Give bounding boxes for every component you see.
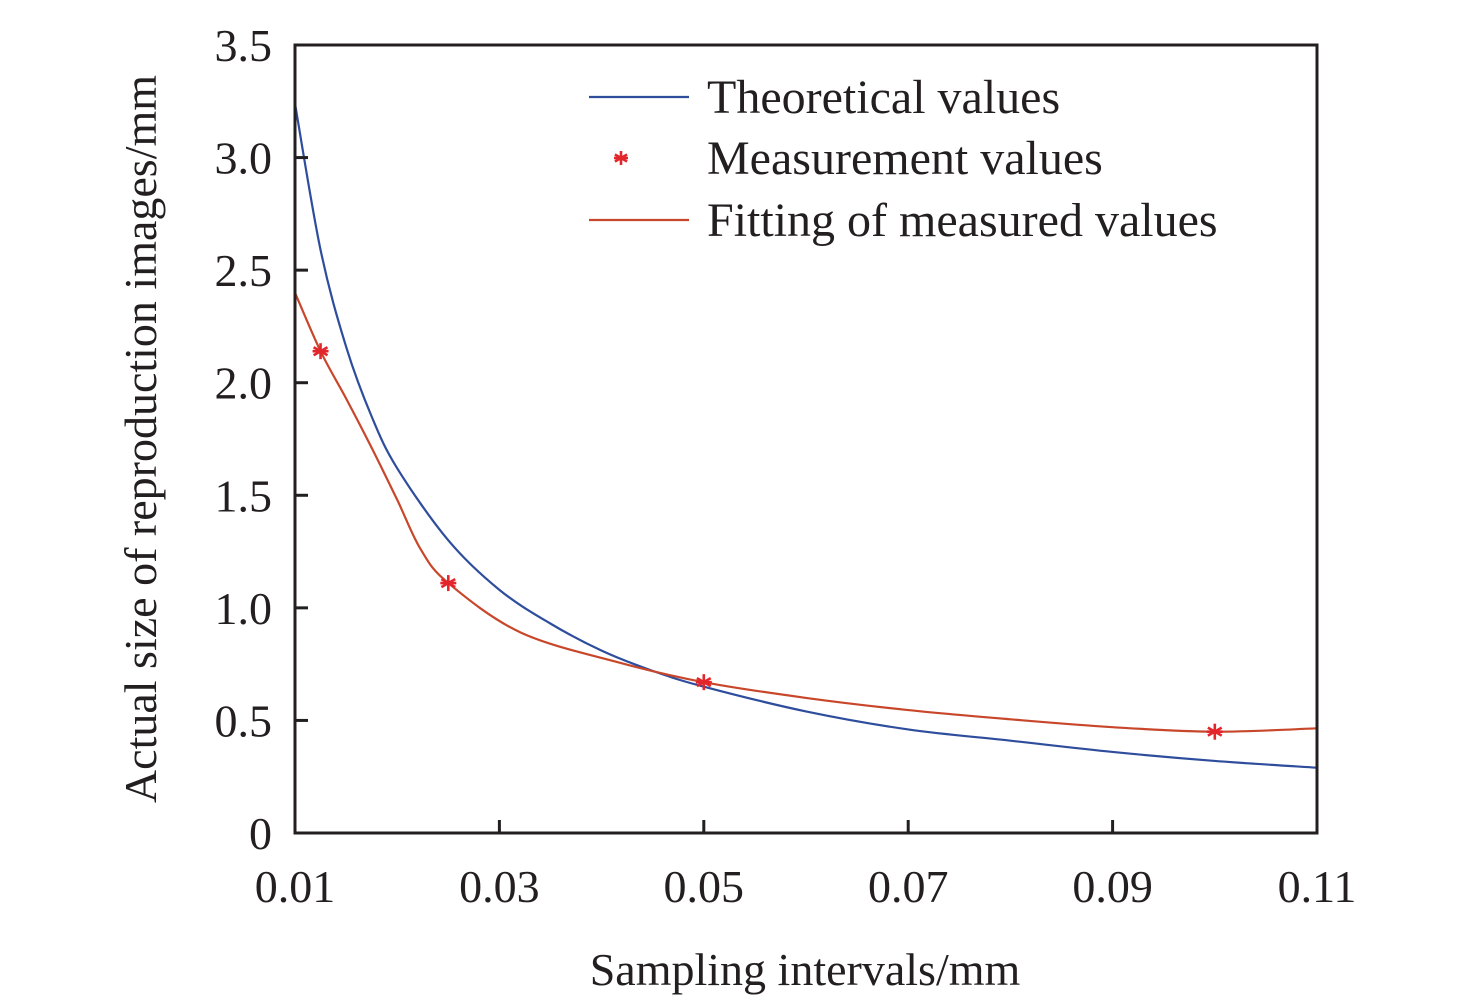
y-tick-label: 0.5 bbox=[215, 695, 273, 746]
series-line-theoretical-values bbox=[295, 103, 1317, 769]
y-tick-label: 3.0 bbox=[215, 133, 273, 184]
legend-label: Fitting of measured values bbox=[707, 194, 1218, 247]
measurement-point bbox=[1206, 723, 1223, 740]
series-layer bbox=[295, 103, 1317, 769]
legend-label: Theoretical values bbox=[707, 71, 1060, 124]
y-axis-title: Actual size of reproduction images/mm bbox=[115, 75, 166, 803]
y-tick-label: 0 bbox=[249, 808, 272, 859]
y-tick-label: 1.0 bbox=[215, 583, 273, 634]
legend: Theoretical values Measurement values Fitt… bbox=[589, 71, 1218, 247]
measurement-point bbox=[695, 674, 712, 691]
measurement-point bbox=[440, 575, 457, 592]
legend-item: Measurement values bbox=[614, 132, 1103, 185]
x-tick-label: 0.09 bbox=[1072, 861, 1153, 912]
x-tick-label: 0.05 bbox=[664, 861, 745, 912]
legend-marker-swatch bbox=[614, 151, 628, 165]
x-tick-label: 0.07 bbox=[868, 861, 949, 912]
x-tick-label: 0.03 bbox=[459, 861, 540, 912]
y-tick-label: 2.0 bbox=[215, 358, 273, 409]
legend-item: Theoretical values bbox=[589, 71, 1060, 124]
legend-label: Measurement values bbox=[707, 132, 1103, 185]
legend-item: Fitting of measured values bbox=[589, 194, 1218, 247]
series-line-fitting-of-measured-values bbox=[295, 292, 1317, 733]
y-tick-label: 1.5 bbox=[215, 470, 273, 521]
x-tick-label: 0.11 bbox=[1278, 861, 1357, 912]
y-tick-label: 3.5 bbox=[215, 20, 273, 71]
x-tick-label: 0.01 bbox=[255, 861, 336, 912]
y-tick-label: 2.5 bbox=[215, 245, 273, 296]
measurement-point bbox=[312, 343, 329, 360]
x-axis-title: Sampling intervals/mm bbox=[590, 944, 1021, 995]
y-axis-ticks: 0 0.5 1.0 1.5 2.0 2.5 3.0 3.5 bbox=[215, 20, 308, 859]
plot-frame bbox=[293, 43, 1319, 835]
x-axis-ticks: 0.01 0.03 0.05 0.07 0.09 0.11 bbox=[255, 820, 1357, 912]
